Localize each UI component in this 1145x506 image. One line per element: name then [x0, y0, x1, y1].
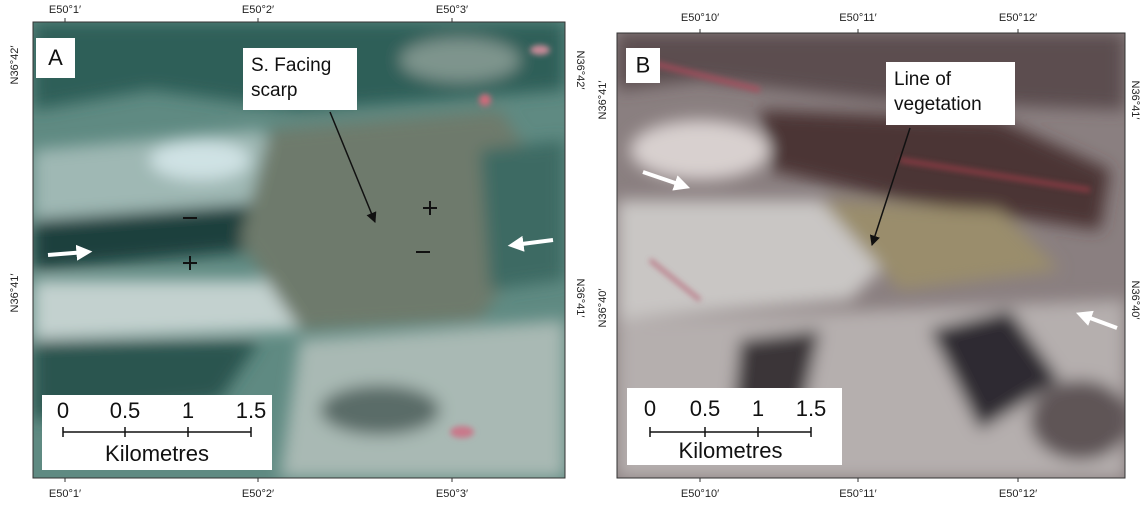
scale-label: 0 — [57, 398, 69, 423]
right-coordinate: N36°40′ — [1129, 281, 1141, 320]
top-coordinate: E50°11′ — [839, 12, 876, 24]
panel-letter: B — [636, 52, 651, 77]
right-coordinate: N36°41′ — [1129, 81, 1141, 120]
top-coordinate: E50°12′ — [999, 12, 1037, 24]
scale-label: 1 — [752, 396, 764, 421]
bottom-coordinate: E50°1′ — [49, 488, 81, 500]
bottom-coordinate: E50°10′ — [681, 488, 719, 500]
scale-label: 0 — [644, 396, 656, 421]
scale-label: 0.5 — [110, 398, 141, 423]
annotation-text: vegetation — [894, 94, 982, 115]
annotation-text: scarp — [251, 80, 297, 101]
annotation-text: S. Facing — [251, 55, 331, 76]
left-coordinate: N36°42′ — [9, 46, 21, 85]
top-coordinate: E50°2′ — [242, 4, 274, 16]
right-coordinate: N36°42′ — [574, 51, 586, 90]
bottom-coordinate: E50°2′ — [242, 488, 274, 500]
scale-unit: Kilometres — [105, 441, 209, 466]
bottom-coordinate: E50°3′ — [436, 488, 468, 500]
panel-letter: A — [48, 45, 63, 70]
right-coordinate: N36°41′ — [574, 279, 586, 318]
scale-unit: Kilometres — [679, 438, 783, 463]
annotation-text: Line of — [894, 69, 952, 90]
left-coordinate: N36°40′ — [597, 289, 609, 328]
scale-label: 1.5 — [236, 398, 267, 423]
left-coordinate: N36°41′ — [597, 81, 609, 120]
scale-label: 1 — [182, 398, 194, 423]
top-coordinate: E50°10′ — [681, 12, 719, 24]
bottom-coordinate: E50°12′ — [999, 488, 1037, 500]
left-coordinate: N36°41′ — [9, 274, 21, 313]
scale-label: 0.5 — [690, 396, 721, 421]
top-coordinate: E50°3′ — [436, 4, 468, 16]
scale-label: 1.5 — [796, 396, 827, 421]
top-coordinate: E50°1′ — [49, 4, 81, 16]
bottom-coordinate: E50°11′ — [839, 488, 876, 500]
figure: E50°1′ E50°2′ E50°3′ E50°1′ E50°2′ E50°3′ N36°… — [0, 0, 1145, 506]
